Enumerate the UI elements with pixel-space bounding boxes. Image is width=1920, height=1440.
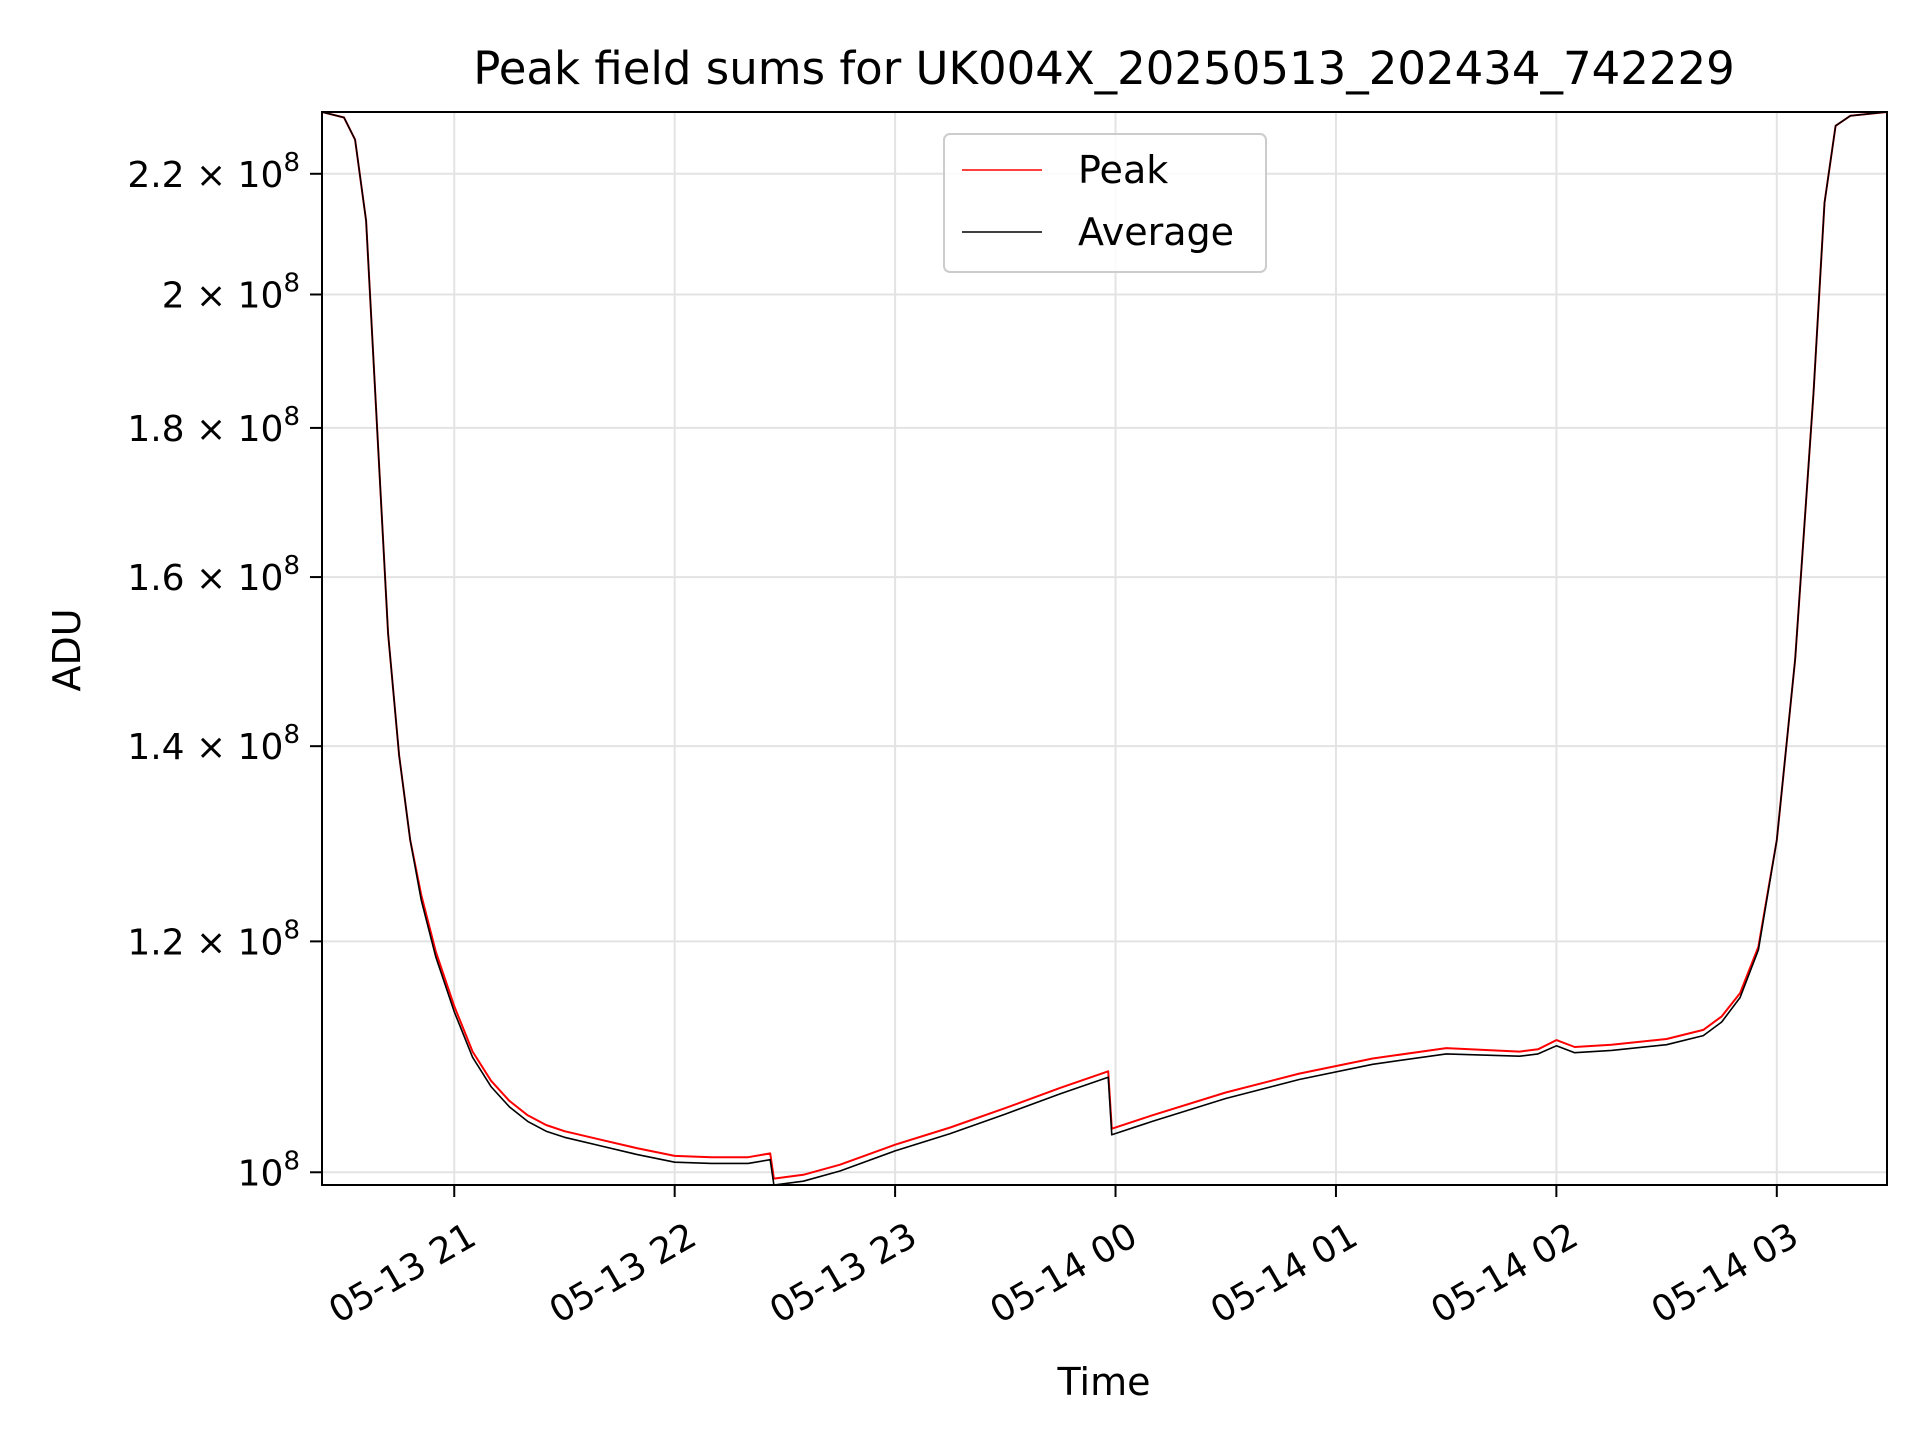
legend-label-average: Average [1078,210,1234,254]
y-tick-label: 1.8 × 108 [127,402,300,450]
legend: Peak Average [943,133,1267,273]
y-tick-label: 1.4 × 108 [127,720,300,768]
y-tick-label: 2.2 × 108 [127,148,300,196]
y-tick-label: 1.6 × 108 [127,551,300,599]
series-line-average [322,112,1887,1185]
y-tick-label: 2 × 108 [162,268,300,316]
series-layer [322,112,1887,1185]
y-axis: 108 1.2 × 108 1.4 × 108 1.6 × 108 1.8 × 108 2… [127,148,322,1194]
legend-box [943,133,1267,273]
y-tick-label: 108 [238,1146,300,1194]
chart-title: Peak field sums for UK004X_20250513_2024… [473,42,1735,95]
y-tick-label: 1.2 × 108 [127,915,300,963]
x-axis-label: Time [1057,1360,1151,1404]
y-axis-label: ADU [45,608,89,691]
series-line-peak [322,112,1887,1180]
plot-frame [321,111,1888,1186]
legend-label-peak: Peak [1078,148,1168,192]
